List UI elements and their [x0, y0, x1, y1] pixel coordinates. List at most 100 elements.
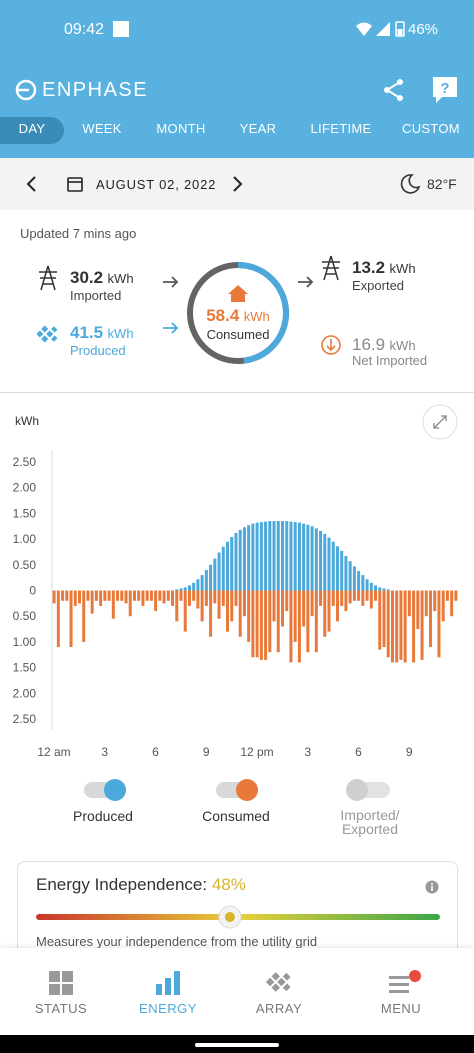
menu-nav-icon[interactable]	[388, 968, 424, 996]
bar	[247, 590, 251, 642]
produced-toggle-knob[interactable]	[104, 779, 126, 801]
tab[interactable]: DAY	[18, 121, 46, 136]
bar	[230, 590, 234, 622]
imported-value: 30.2 kWh	[70, 268, 134, 288]
bar	[103, 590, 107, 601]
bar	[374, 585, 378, 591]
bar	[403, 590, 407, 663]
title: Energy Independence:	[36, 875, 208, 894]
bar	[90, 590, 94, 614]
tab[interactable]: CUSTOM	[402, 121, 460, 136]
bar	[344, 556, 348, 591]
net-imported-value: 16.9 kWh	[352, 335, 416, 355]
bar	[120, 590, 124, 601]
date-bar	[0, 158, 474, 210]
header-bg	[0, 0, 474, 158]
bar	[242, 527, 246, 591]
bar	[272, 590, 276, 622]
bar	[382, 590, 386, 648]
bar	[424, 590, 428, 617]
bar	[179, 588, 183, 591]
bar	[285, 521, 289, 591]
unit: kWh	[243, 309, 270, 324]
prev-day-button[interactable]	[22, 174, 42, 194]
bar	[314, 590, 318, 653]
nav-label[interactable]: MENU	[380, 1001, 422, 1016]
bar	[238, 529, 242, 591]
bar	[192, 590, 196, 601]
tab[interactable]: YEAR	[239, 121, 277, 136]
y-tick-label: 0.50	[13, 609, 37, 623]
bar	[365, 579, 369, 591]
bar	[374, 590, 378, 601]
bar	[175, 589, 179, 591]
clock: 09:42	[64, 21, 105, 38]
consumed-toggle-knob[interactable]	[236, 779, 258, 801]
legend-label-inactive: Imported/ Exported	[340, 807, 400, 837]
bar	[141, 590, 145, 606]
bar	[61, 590, 65, 601]
tab[interactable]: MONTH	[156, 121, 206, 136]
signal-icon	[376, 22, 390, 36]
bar	[407, 590, 411, 617]
nav-label[interactable]: STATUS	[34, 1001, 88, 1016]
exported-value: 13.2 kWh	[352, 258, 416, 278]
bar	[247, 525, 251, 591]
y-tick-label: 1.50	[13, 506, 37, 520]
tab[interactable]: LIFETIME	[310, 121, 372, 136]
bar	[162, 590, 166, 604]
tab[interactable]: WEEK	[82, 121, 122, 136]
bar	[344, 590, 348, 612]
net-import-icon	[321, 335, 341, 355]
bar	[327, 537, 331, 591]
bar	[65, 590, 69, 601]
bar	[319, 530, 323, 591]
nav-label[interactable]: ARRAY	[255, 1001, 303, 1016]
bar	[73, 590, 77, 606]
bar	[158, 590, 162, 601]
bar	[310, 526, 314, 591]
nav-label[interactable]: ENERGY	[139, 1001, 197, 1016]
bar	[179, 590, 183, 601]
imported-toggle-knob[interactable]	[346, 779, 368, 801]
bar	[272, 521, 276, 591]
bar	[52, 590, 56, 604]
produced-value: 41.5 kWh	[70, 323, 134, 343]
bar	[386, 589, 390, 591]
bar	[302, 590, 306, 627]
bar	[226, 590, 230, 632]
bar	[94, 590, 98, 601]
bar	[378, 590, 382, 650]
bar	[149, 590, 153, 601]
moon-icon	[400, 174, 421, 194]
home-indicator	[195, 1043, 279, 1047]
bar	[251, 523, 255, 591]
y-tick-label: 1.00	[13, 532, 37, 546]
date-label[interactable]: AUGUST 02, 2022	[96, 177, 217, 192]
bar	[217, 590, 221, 619]
bar	[99, 590, 103, 606]
share-button[interactable]	[382, 78, 406, 102]
bar	[310, 590, 314, 617]
energy-nav-icon[interactable]	[155, 968, 183, 996]
unit: kWh	[389, 261, 416, 276]
bar	[293, 522, 297, 591]
bar	[86, 590, 90, 601]
legend-label: Consumed	[202, 808, 270, 824]
info-icon[interactable]	[425, 880, 439, 894]
bar	[327, 590, 331, 632]
bar	[335, 546, 339, 591]
y-tick-label: 2.50	[13, 455, 37, 469]
help-button[interactable]: ?	[432, 76, 458, 104]
array-nav-icon[interactable]	[264, 966, 296, 998]
bar	[416, 590, 420, 630]
bar	[289, 521, 293, 591]
bar	[77, 590, 81, 604]
bar	[352, 590, 356, 601]
bar	[107, 590, 111, 601]
status-nav-icon[interactable]	[48, 970, 74, 996]
bar	[204, 590, 208, 606]
bar	[361, 575, 365, 591]
next-day-button[interactable]	[228, 174, 248, 194]
bar	[183, 587, 187, 591]
